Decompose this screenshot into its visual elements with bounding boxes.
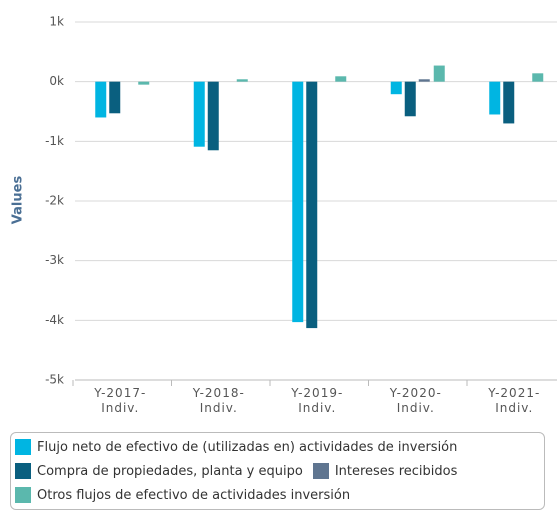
x-tick-label: Y-2018-Indiv. [192, 386, 245, 415]
legend-item: Otros flujos de efectivo de actividades … [15, 487, 350, 503]
bar [433, 65, 445, 82]
y-tick-label: 0k [49, 74, 64, 88]
legend-label: Flujo neto de efectivo de (utilizadas en… [37, 439, 458, 455]
bar [292, 81, 304, 323]
legend-item: Compra de propiedades, planta y equipo [15, 463, 303, 479]
y-tick-label: -4k [45, 313, 64, 327]
legend-item: Flujo neto de efectivo de (utilizadas en… [15, 439, 457, 455]
legend-label: Otros flujos de efectivo de actividades … [37, 487, 351, 503]
bar [138, 81, 150, 85]
legend-swatch [15, 439, 31, 455]
bar [193, 81, 205, 147]
x-tick-label: Y-2019-Indiv. [291, 386, 344, 415]
y-tick-label: -5k [45, 373, 64, 387]
bar [489, 81, 501, 115]
x-tick-label: Y-2020-Indiv. [389, 386, 442, 415]
y-tick-label: 1k [49, 15, 64, 29]
legend-item: Intereses recibidos [312, 463, 458, 479]
bar [109, 81, 121, 114]
bar [418, 79, 430, 82]
legend-swatch [312, 463, 329, 479]
bar [390, 81, 402, 95]
chart: Values 1k 0k -1k -2k -3k -4k -5k [11, 15, 557, 387]
bar [207, 81, 219, 151]
bar [95, 81, 107, 118]
bar [335, 76, 347, 82]
legend: Flujo neto de efectivo de (utilizadas en… [10, 432, 545, 510]
legend-swatch [15, 487, 31, 503]
legend-label: Intereses recibidos [334, 463, 458, 479]
bar [503, 81, 515, 124]
legend-label: Compra de propiedades, planta y equipo [37, 463, 303, 479]
y-axis-label: Values [11, 176, 26, 225]
legend-swatch [15, 463, 31, 479]
y-tick-label: -3k [45, 253, 64, 267]
y-tick-label: -2k [45, 194, 64, 208]
y-tick-label: -1k [45, 134, 64, 148]
bar [236, 79, 248, 82]
x-tick-label: Y-2017-Indiv. [94, 386, 147, 415]
bar [404, 81, 416, 117]
bar [532, 73, 544, 82]
x-tick-label: Y-2021-Indiv. [488, 386, 541, 415]
bar [306, 81, 318, 329]
